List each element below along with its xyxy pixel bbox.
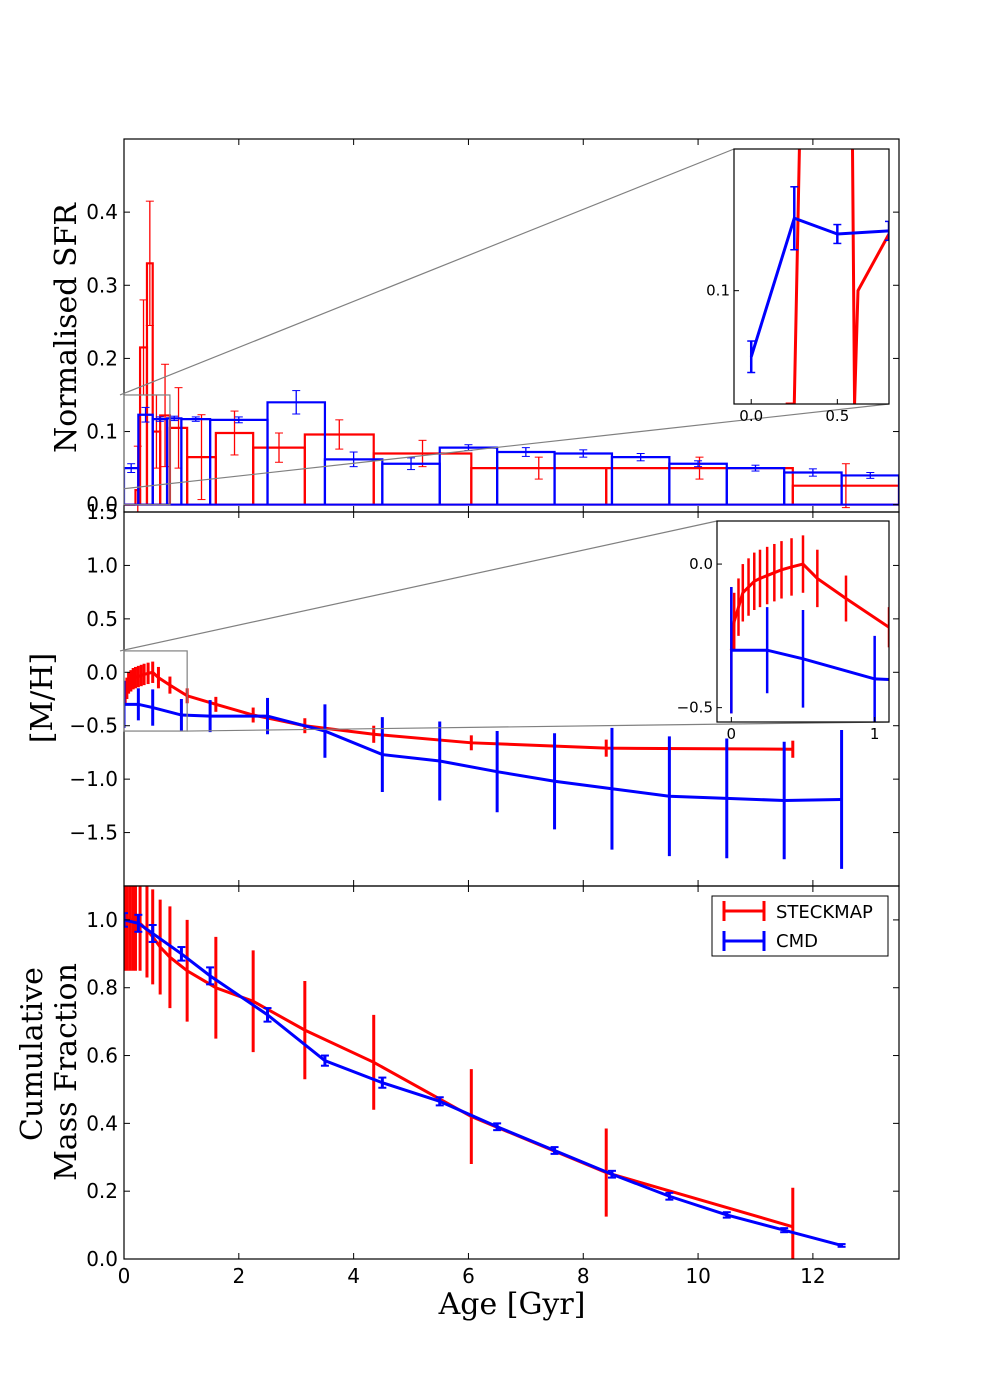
sfr-inset-cmd-line bbox=[749, 216, 889, 358]
sfr-bar bbox=[725, 467, 786, 505]
sfr-series-cmd bbox=[124, 390, 899, 506]
sfr-inset-bg bbox=[734, 149, 889, 404]
mh-y-tick-label: −1.0 bbox=[69, 767, 118, 791]
sfr-y-tick-label: 0.4 bbox=[86, 200, 118, 224]
cmf-y-tick-label: 0.4 bbox=[86, 1111, 118, 1135]
mh-inset-frame bbox=[716, 520, 890, 723]
mh-series-cmd bbox=[124, 680, 844, 869]
age-xlabel: Age [Gyr] bbox=[438, 1287, 586, 1322]
mh-inset-x-tick-label: 0 bbox=[727, 725, 737, 743]
sfr-zoom-connector bbox=[123, 403, 890, 490]
mh-zoom-rect bbox=[123, 650, 188, 732]
cmf-ylabel-line2: Mass Fraction bbox=[49, 963, 84, 1181]
mh-y-tick-label: 0.5 bbox=[86, 607, 118, 631]
mh-inset-line bbox=[731, 648, 889, 682]
sfr-zoom-connector bbox=[119, 148, 735, 396]
legend-cmd-label: CMD bbox=[776, 931, 818, 952]
cmf-x-tick-label: 0 bbox=[118, 1264, 131, 1288]
cmf-y-tick-label: 0.6 bbox=[86, 1044, 118, 1068]
legend-cmd-marker bbox=[722, 931, 766, 951]
mh-inset-x-tick-label: 1 bbox=[870, 725, 880, 743]
cmf-x-tick-label: 6 bbox=[462, 1264, 475, 1288]
sfr-bar bbox=[438, 446, 499, 505]
cmf-x-tick-label: 2 bbox=[232, 1264, 245, 1288]
cmf-series-cmd bbox=[124, 912, 846, 1248]
mh-inset-area bbox=[729, 535, 889, 722]
cmf-x-tick-label: 8 bbox=[577, 1264, 590, 1288]
sfr-inset-frame bbox=[733, 148, 890, 405]
sfr-y-tick-label: 0.2 bbox=[86, 346, 118, 370]
cmf-series-steckmap bbox=[124, 886, 795, 1259]
mh-plot-area bbox=[124, 661, 844, 869]
cmf-x-tick-label: 10 bbox=[685, 1264, 710, 1288]
mh-inset-y-tick-label: 0.0 bbox=[689, 555, 713, 573]
mh-y-tick-label: 1.0 bbox=[86, 553, 118, 577]
legend-box bbox=[711, 895, 889, 957]
legend-steckmap-marker bbox=[722, 901, 766, 921]
cmf-x-tick-label: 4 bbox=[347, 1264, 360, 1288]
sfr-y-tick-label: 0.3 bbox=[86, 273, 118, 297]
cmf-y-tick-label: 0.2 bbox=[86, 1179, 118, 1203]
sfr-plot-area bbox=[124, 200, 899, 512]
sfr-bar bbox=[496, 450, 556, 505]
sfr-inset-x-tick-label: 0.5 bbox=[825, 407, 849, 425]
sfr-inset-steckmap-line bbox=[785, 149, 889, 404]
sfr-inset-x-tick-label: 0.0 bbox=[739, 407, 763, 425]
sfr-bar bbox=[840, 474, 899, 505]
sfr-zoom-rect bbox=[123, 394, 171, 506]
cmf-y-tick-label: 1.0 bbox=[86, 908, 118, 932]
sfr-ylabel: Normalised SFR bbox=[49, 202, 84, 453]
sfr-bar bbox=[668, 462, 728, 505]
legend-steckmap-label: STECKMAP bbox=[776, 902, 873, 923]
cmf-x-tick-label: 12 bbox=[800, 1264, 825, 1288]
cmf-line bbox=[124, 918, 794, 1229]
sfr-inset-y-tick-label: 0.1 bbox=[706, 282, 730, 300]
sfr-bar bbox=[553, 452, 614, 505]
mh-y-tick-label: 1.5 bbox=[86, 500, 118, 524]
sfr-y-tick-label: 0.1 bbox=[86, 420, 118, 444]
mh-ylabel: [M/H] bbox=[25, 653, 60, 743]
mh-zoom-connector bbox=[187, 721, 890, 732]
cmf-line bbox=[124, 918, 842, 1247]
mh-line bbox=[124, 702, 842, 803]
cmf-y-tick-label: 0.0 bbox=[86, 1247, 118, 1271]
mh-inset-y-tick-label: −0.5 bbox=[677, 699, 713, 717]
sfr-y-tick-label: 0.0 bbox=[86, 493, 118, 517]
sfr-bar bbox=[266, 401, 327, 505]
mh-y-tick-label: −0.5 bbox=[69, 714, 118, 738]
legend: STECKMAP CMD bbox=[711, 895, 889, 957]
mh-y-tick-label: −1.5 bbox=[69, 821, 118, 845]
cmf-y-tick-label: 0.8 bbox=[86, 976, 118, 1000]
cmf-plot-area bbox=[124, 886, 846, 1259]
sfr-bar bbox=[180, 418, 212, 505]
sfr-bar bbox=[610, 456, 671, 505]
sfr-inset-area bbox=[747, 149, 889, 404]
cmf-ylabel-line1: Cumulative bbox=[15, 967, 50, 1141]
cmf-axes-frame bbox=[123, 885, 900, 1260]
mh-y-tick-label: 0.0 bbox=[86, 660, 118, 684]
mh-inset-line bbox=[729, 562, 889, 651]
mh-zoom-connector bbox=[119, 520, 718, 652]
